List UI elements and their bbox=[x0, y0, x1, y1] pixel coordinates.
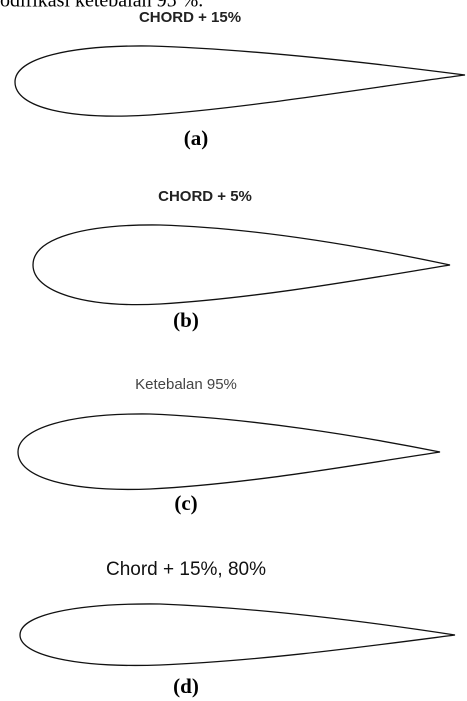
airfoil bbox=[17, 413, 441, 491]
airfoil bbox=[19, 603, 456, 667]
panel-title: CHORD + 15% bbox=[139, 9, 241, 26]
airfoil bbox=[14, 45, 466, 117]
airfoil bbox=[32, 224, 451, 306]
panel-label: (b) bbox=[173, 308, 199, 332]
panel-label: (a) bbox=[184, 126, 209, 150]
caption-fragment: odifikasi ketebalan 95 %. bbox=[0, 0, 203, 12]
panel-title: CHORD + 5% bbox=[158, 188, 252, 205]
panel-label: (d) bbox=[173, 674, 199, 698]
panel-title: Chord + 15%, 80% bbox=[106, 559, 266, 580]
panel-title: Ketebalan 95% bbox=[135, 376, 237, 393]
panel-label: (c) bbox=[174, 491, 197, 515]
